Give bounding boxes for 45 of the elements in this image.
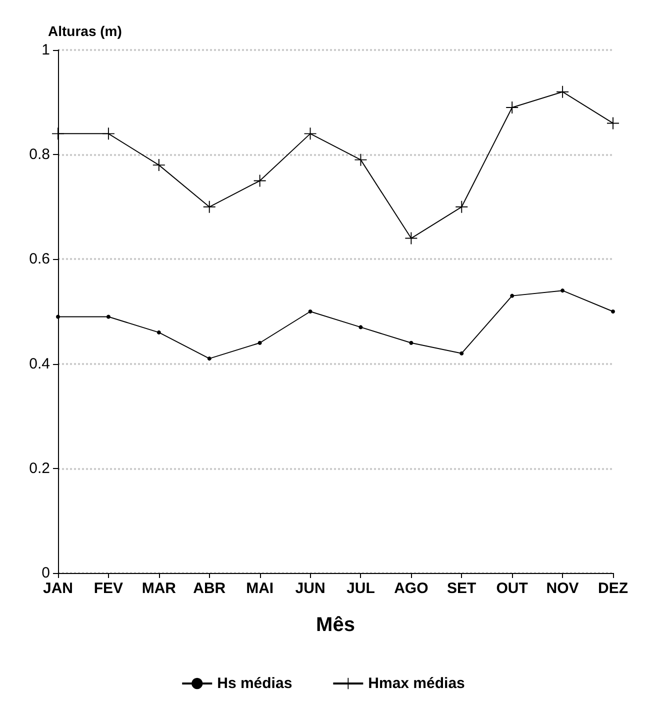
y-tick-label: 1: [42, 42, 50, 58]
point: [405, 232, 418, 244]
x-tick-label: FEV: [94, 580, 124, 597]
y-tick-label: 0.8: [29, 146, 50, 164]
x-tick-label: OUT: [496, 580, 528, 597]
point: [156, 330, 161, 334]
x-tick-label: JUL: [346, 580, 375, 597]
y-tick-label: 0: [42, 564, 50, 582]
point: [258, 340, 262, 345]
x-tick-label: SET: [447, 580, 476, 597]
point: [106, 314, 110, 319]
point: [611, 310, 615, 314]
point: [207, 356, 212, 361]
point: [460, 351, 464, 356]
point: [152, 159, 165, 172]
x-tick-label: JUN: [295, 580, 326, 597]
x-tick-label: DEZ: [598, 580, 628, 597]
legend-label: Hs médias: [217, 675, 292, 692]
y-tick-label: 0.4: [29, 355, 50, 372]
point: [510, 294, 514, 298]
point: [556, 86, 569, 98]
x-tick-label: AGO: [394, 580, 429, 597]
y-tick-label: 0.6: [29, 250, 50, 268]
point: [304, 128, 316, 140]
x-tick-label: ABR: [193, 580, 226, 597]
point: [607, 117, 619, 130]
point: [506, 102, 518, 114]
point: [203, 200, 216, 213]
point: [354, 154, 367, 166]
point: [456, 200, 468, 213]
point: [560, 288, 565, 293]
point: [308, 310, 312, 314]
x-axis-title: Mês: [316, 614, 355, 636]
x-tick-label: MAI: [246, 580, 274, 597]
point: [409, 340, 414, 345]
x-tick-label: JAN: [42, 580, 74, 597]
y-axis-title: Alturas (m): [48, 23, 122, 39]
x-tick-label: NOV: [546, 580, 579, 597]
y-tick-label: 0.2: [29, 460, 50, 477]
point: [56, 314, 60, 319]
point: [102, 128, 114, 140]
x-tick-label: MAR: [142, 580, 176, 597]
point: [358, 325, 363, 330]
point: [52, 128, 64, 140]
legend-label: Hmax médias: [368, 675, 465, 692]
